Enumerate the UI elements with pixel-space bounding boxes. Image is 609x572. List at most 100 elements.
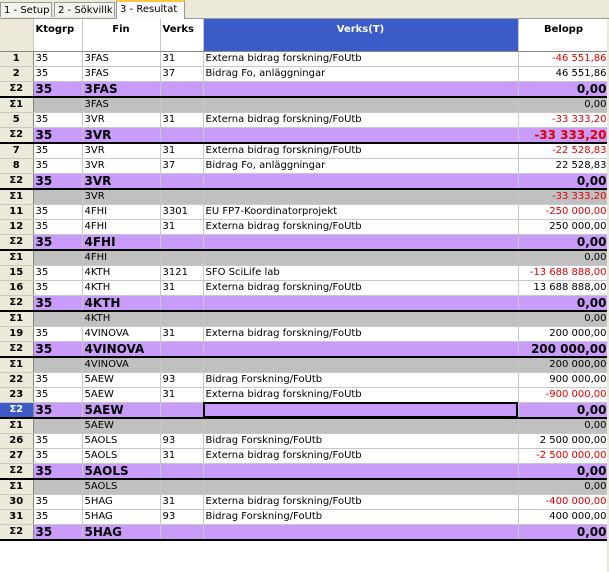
cell-belopp[interactable]: -13 688 888,00 [518,265,609,281]
cell-belopp[interactable]: 0,00 [518,417,609,434]
cell-ktogrp[interactable]: 35 [33,372,83,388]
cell-verks-t[interactable]: Externa bidrag forskning/FoUtb [203,387,519,403]
cell-fin[interactable]: 4KTH [82,280,161,296]
cell-fin[interactable]: 3VR [82,127,161,144]
group-row[interactable]: Σ1 5AEW 0,00 [0,417,609,434]
cell-verks[interactable]: 31 [160,142,204,159]
table-row[interactable]: 7 35 3VR 31 Externa bidrag forskning/FoUtb -2… [0,142,609,159]
cell-verks-t[interactable] [203,234,519,251]
cell-belopp[interactable]: -250 000,00 [518,204,609,220]
cell-verks[interactable] [160,249,204,266]
cell-verks-t[interactable] [203,96,519,113]
group-row[interactable]: Σ1 5AOLS 0,00 [0,478,609,495]
cell-verks[interactable] [160,81,204,98]
cell-verks-t[interactable] [203,249,519,266]
table-row[interactable]: 8 35 3VR 37 Bidrag Fo, anläggningar 22 528,83 [0,158,609,174]
cell-verks-t[interactable] [203,173,519,190]
cell-verks-t[interactable]: Bidrag Forskning/FoUtb [203,372,519,388]
cell-fin[interactable]: 3FAS [82,81,161,98]
cell-verks-t[interactable] [203,478,519,495]
cell-fin[interactable]: 5AOLS [82,463,161,480]
cell-verks-t[interactable] [203,81,519,98]
cell-fin[interactable]: 4FHI [82,219,161,235]
cell-ktogrp[interactable]: 35 [33,433,83,449]
cell-verks-t[interactable]: Externa bidrag forskning/FoUtb [203,326,519,342]
cell-verks[interactable]: 31 [160,280,204,296]
cell-fin[interactable]: 5HAG [82,494,161,510]
cell-ktogrp[interactable] [33,188,83,205]
cell-ktogrp[interactable]: 35 [33,280,83,296]
cell-verks-t[interactable] [203,463,519,480]
cell-verks-t[interactable]: Externa bidrag forskning/FoUtb [203,494,519,510]
cell-belopp[interactable]: 0,00 [518,478,609,495]
cell-fin[interactable]: 5AEW [82,402,161,419]
cell-fin[interactable]: 4VINOVA [82,356,161,373]
table-row[interactable]: 30 35 5HAG 31 Externa bidrag forskning/FoUtb… [0,494,609,510]
cell-verks[interactable]: 31 [160,51,204,67]
cell-ktogrp[interactable]: 35 [33,494,83,510]
cell-verks[interactable]: 31 [160,112,204,128]
cell-fin[interactable]: 3VR [82,188,161,205]
cell-belopp[interactable]: 2 500 000,00 [518,433,609,449]
cell-verks-t[interactable]: Externa bidrag forskning/FoUtb [203,219,519,235]
group-row[interactable]: Σ1 3VR -33 333,20 [0,188,609,205]
cell-ktogrp[interactable]: 35 [33,66,83,82]
cell-verks[interactable] [160,188,204,205]
table-row[interactable]: 22 35 5AEW 93 Bidrag Forskning/FoUtb 900 000,… [0,372,609,388]
cell-ktogrp[interactable]: 35 [33,448,83,464]
cell-fin[interactable]: 3FAS [82,51,161,67]
cell-ktogrp[interactable] [33,96,83,113]
table-row[interactable]: 23 35 5AEW 31 Externa bidrag forskning/FoUtb… [0,387,609,403]
cell-ktogrp[interactable]: 35 [33,204,83,220]
cell-fin[interactable]: 4FHI [82,234,161,251]
cell-ktogrp[interactable] [33,478,83,495]
cell-verks-t[interactable] [203,127,519,144]
cell-fin[interactable]: 4KTH [82,265,161,281]
cell-ktogrp[interactable]: 35 [33,524,83,541]
cell-verks-t[interactable]: Externa bidrag forskning/FoUtb [203,448,519,464]
cell-belopp[interactable]: -2 500 000,00 [518,448,609,464]
cell-belopp[interactable]: 0,00 [518,173,609,190]
cell-ktogrp[interactable]: 35 [33,509,83,525]
cell-fin[interactable]: 3VR [82,173,161,190]
cell-ktogrp[interactable]: 35 [33,234,83,251]
tab-sokvillk[interactable]: 2 - Sökvillk [54,2,115,17]
col-header-fin[interactable]: Fin [82,19,161,52]
cell-fin[interactable]: 4FHI [82,204,161,220]
cell-ktogrp[interactable]: 35 [33,51,83,67]
cell-verks[interactable] [160,234,204,251]
cell-fin[interactable]: 5AOLS [82,448,161,464]
cell-verks[interactable]: 37 [160,66,204,82]
subtotal-row[interactable]: Σ2 35 3FAS 0,00 [0,81,609,98]
subtotal-row[interactable]: Σ2 35 5HAG 0,00 [0,524,609,541]
cell-verks[interactable]: 93 [160,433,204,449]
cell-fin[interactable]: 4VINOVA [82,326,161,342]
cell-ktogrp[interactable]: 35 [33,127,83,144]
cell-belopp[interactable]: 400 000,00 [518,509,609,525]
cell-fin[interactable]: 5HAG [82,524,161,541]
cell-ktogrp[interactable]: 35 [33,402,83,419]
subtotal-row[interactable]: Σ2 35 4KTH 0,00 [0,295,609,312]
cell-ktogrp[interactable] [33,356,83,373]
cell-ktogrp[interactable]: 35 [33,142,83,159]
cell-fin[interactable]: 3FAS [82,66,161,82]
cell-ktogrp[interactable]: 35 [33,341,83,358]
tab-setup[interactable]: 1 - Setup [0,2,52,17]
cell-verks-t[interactable]: Bidrag Forskning/FoUtb [203,433,519,449]
cell-verks[interactable]: 31 [160,326,204,342]
cell-ktogrp[interactable] [33,310,83,327]
subtotal-row[interactable]: Σ2 35 4FHI 0,00 [0,234,609,251]
cell-fin[interactable]: 5HAG [82,509,161,525]
cell-ktogrp[interactable]: 35 [33,81,83,98]
table-row[interactable]: 19 35 4VINOVA 31 Externa bidrag forskning/Fo… [0,326,609,342]
cell-ktogrp[interactable]: 35 [33,158,83,174]
subtotal-row[interactable]: Σ2 35 3VR -33 333,20 [0,127,609,144]
cell-belopp[interactable]: 46 551,86 [518,66,609,82]
cell-belopp[interactable]: 0,00 [518,81,609,98]
cell-verks-t[interactable] [203,188,519,205]
cell-belopp[interactable]: 22 528,83 [518,158,609,174]
cell-belopp[interactable]: 0,00 [518,295,609,312]
cell-verks[interactable]: 31 [160,494,204,510]
cell-belopp[interactable]: 200 000,00 [518,326,609,342]
cell-verks[interactable] [160,295,204,312]
